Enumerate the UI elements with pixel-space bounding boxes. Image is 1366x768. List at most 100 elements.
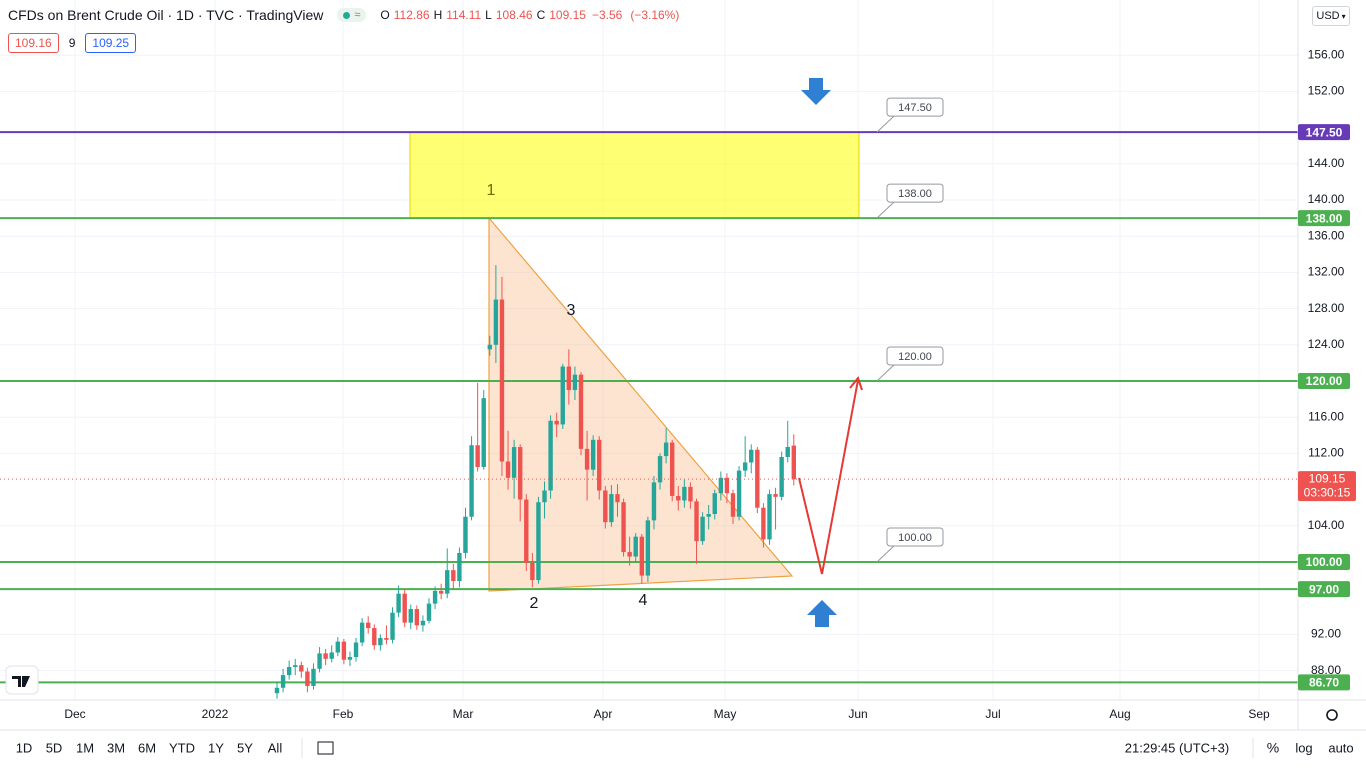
- y-tick-label: 152.00: [1308, 84, 1345, 98]
- candle-body: [396, 593, 401, 613]
- x-tick-label: Jul: [985, 707, 1000, 721]
- candle-body: [457, 552, 462, 581]
- candle-body: [426, 603, 432, 621]
- candle-body: [305, 671, 310, 686]
- range-button[interactable]: 1M: [76, 740, 94, 755]
- auto-toggle[interactable]: auto: [1328, 740, 1353, 755]
- target-zone: [409, 131, 860, 219]
- level-price-tag: [1298, 581, 1350, 598]
- wave-label: 2: [530, 595, 539, 612]
- x-tick-label: Mar: [453, 707, 474, 721]
- arrow-up-icon: [807, 600, 837, 627]
- candle-body: [341, 641, 347, 660]
- candle-body: [548, 420, 553, 491]
- market-status[interactable]: ≈: [337, 8, 367, 22]
- y-tick-label: 144.00: [1308, 156, 1345, 170]
- current-price-tag: [1298, 471, 1356, 502]
- y-tick-label: 104.00: [1308, 518, 1345, 532]
- range-button[interactable]: 1Y: [208, 740, 224, 755]
- level-price-label: 120.00: [1306, 374, 1343, 388]
- range-button[interactable]: 3M: [107, 740, 125, 755]
- y-tick-label: 124.00: [1308, 337, 1345, 351]
- candle-body: [542, 490, 547, 503]
- percent-toggle[interactable]: %: [1267, 740, 1279, 756]
- spread: 9: [68, 36, 76, 50]
- level-price-tag: [1298, 124, 1350, 141]
- x-tick-label: Apr: [594, 707, 613, 721]
- candle-body: [536, 502, 541, 581]
- callout-label: 120.00: [898, 351, 932, 363]
- candle-body: [505, 461, 511, 478]
- status-wave: ≈: [354, 9, 361, 21]
- candle-body: [372, 628, 377, 646]
- candle-body: [481, 398, 486, 467]
- ohlc-value: 108.46: [495, 8, 533, 22]
- level-price-label: 147.50: [1306, 125, 1343, 139]
- level-price-tag: [1298, 372, 1350, 389]
- log-toggle[interactable]: log: [1295, 740, 1312, 755]
- candle-body: [621, 502, 626, 553]
- candle-body: [572, 374, 578, 391]
- candle-body: [347, 657, 353, 660]
- candle-body: [670, 442, 675, 496]
- tv-logo-mark: [12, 676, 30, 687]
- candle-body: [791, 445, 796, 480]
- candle-body: [700, 516, 705, 542]
- candle-body: [366, 622, 371, 629]
- range-button[interactable]: YTD: [169, 740, 195, 755]
- y-tick-label: 156.00: [1308, 47, 1345, 61]
- range-button[interactable]: 5D: [46, 740, 63, 755]
- ohlc-values: O 112.86 H 114.11 L 108.46 C 109.15 −3.56 (−3.16%…: [380, 8, 683, 22]
- x-tick-label: Dec: [64, 707, 85, 721]
- callout-box: [886, 346, 944, 366]
- candle-body: [718, 477, 724, 494]
- candle-body: [609, 494, 614, 523]
- candle-body: [639, 536, 644, 576]
- currency-dropdown[interactable]: USD ▾: [1312, 6, 1350, 26]
- candle-body: [438, 590, 444, 594]
- candle-body: [779, 457, 784, 497]
- callout-pointer: [876, 363, 896, 382]
- current-price-label: 109.15: [1309, 471, 1346, 485]
- candle-body: [432, 590, 438, 604]
- candle-body: [554, 420, 559, 425]
- candle-body: [274, 687, 280, 694]
- settings-icon[interactable]: [1326, 709, 1338, 721]
- wave-label: 4: [639, 592, 648, 609]
- date-range-icon[interactable]: [317, 741, 334, 755]
- ask-price[interactable]: 109.25: [85, 33, 137, 53]
- range-button[interactable]: 6M: [138, 740, 156, 755]
- wave-label: 3: [567, 302, 576, 319]
- dropdown-caret: ▾: [1341, 11, 1346, 21]
- level-price-label: 100.00: [1306, 555, 1343, 569]
- candle-body: [755, 449, 760, 508]
- candle-body: [402, 593, 407, 623]
- candle-body: [603, 490, 608, 523]
- candle-body: [530, 562, 535, 581]
- callout-pointer: [876, 544, 896, 563]
- range-button[interactable]: All: [268, 740, 283, 755]
- candle-body: [736, 470, 742, 517]
- candle-body: [280, 675, 286, 688]
- callout-label: 100.00: [898, 532, 932, 544]
- ohlc-value: 109.15: [549, 8, 586, 22]
- callout-pointer: [876, 200, 896, 219]
- status-dot: [343, 11, 351, 19]
- candle-body: [359, 622, 365, 643]
- quote-boxes: 109.16 9 109.25: [8, 33, 137, 53]
- projection-arrowhead: [849, 375, 863, 391]
- level-price-label: 97.00: [1309, 582, 1339, 596]
- candle-body: [524, 499, 529, 563]
- candle-body: [712, 493, 717, 515]
- range-button[interactable]: 5Y: [237, 740, 253, 755]
- bar-countdown: 03:30:15: [1304, 485, 1351, 499]
- candle-body: [590, 439, 596, 470]
- currency-label: USD: [1316, 10, 1340, 22]
- bid-price[interactable]: 109.16: [8, 33, 59, 53]
- range-button[interactable]: 1D: [16, 740, 33, 755]
- ohlc-label: C: [536, 8, 546, 22]
- x-tick-label: Aug: [1109, 707, 1130, 721]
- change-percent: (−3.16%): [630, 8, 680, 22]
- symbol-title[interactable]: CFDs on Brent Crude Oil · 1D · TVC · Tra…: [8, 7, 324, 23]
- candle-body: [293, 665, 298, 667]
